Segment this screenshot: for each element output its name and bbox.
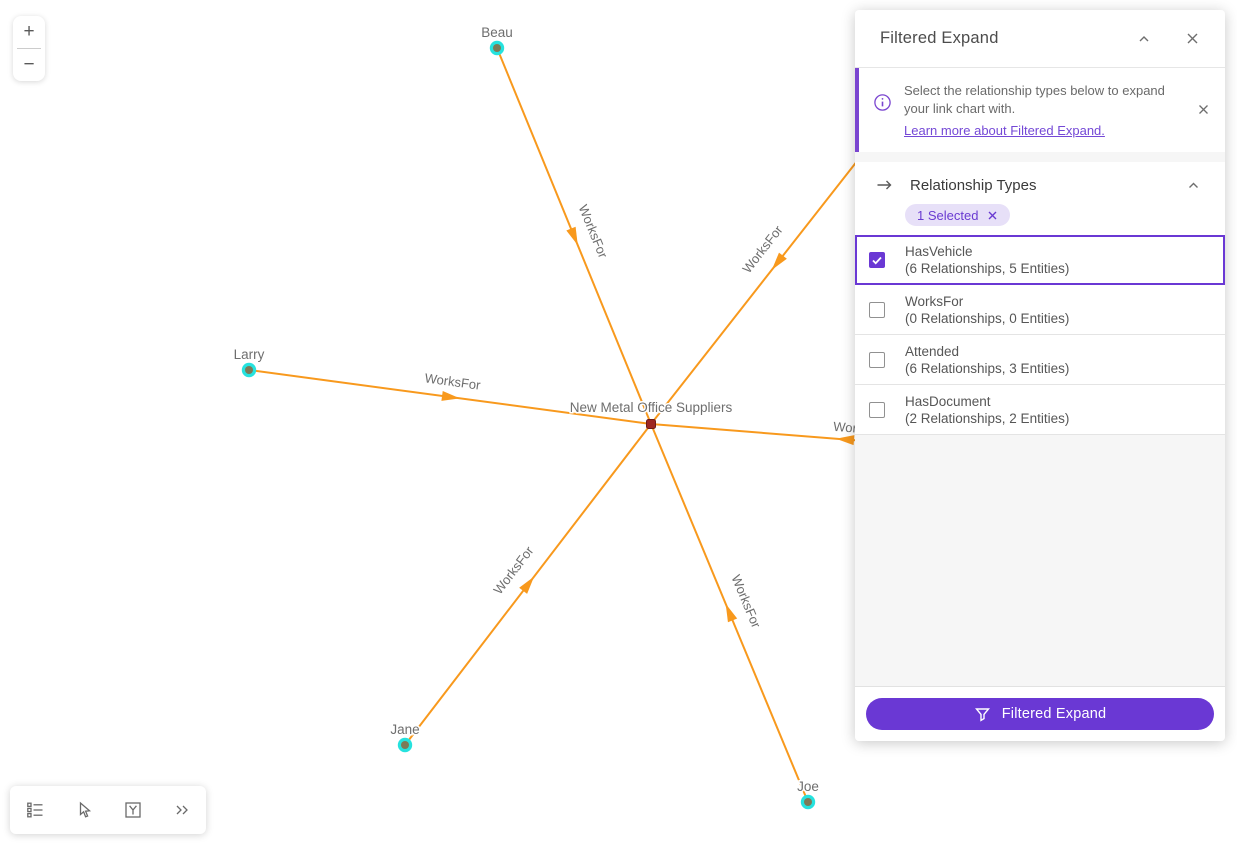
panel-scroll-area — [855, 435, 1225, 686]
relationship-type-text: HasDocument (2 Relationships, 2 Entities) — [905, 393, 1069, 427]
relationship-type-checkbox[interactable] — [869, 401, 885, 418]
edge-arrowhead-icon — [519, 576, 535, 594]
company-entity-node[interactable] — [646, 419, 656, 429]
map-toolbar — [10, 786, 206, 834]
relationship-type-text: HasVehicle (6 Relationships, 5 Entities) — [905, 243, 1069, 277]
selected-count-label: 1 Selected — [917, 207, 979, 223]
edge-label: WorksFor — [490, 543, 536, 597]
legend-icon[interactable] — [18, 793, 52, 827]
info-circle-icon — [873, 93, 892, 117]
relationship-type-name: HasDocument — [905, 393, 991, 409]
relationship-type-detail: (0 Relationships, 0 Entities) — [905, 310, 1070, 326]
info-close-icon[interactable] — [1191, 98, 1215, 122]
edge-arrowhead-icon — [725, 603, 738, 623]
person-entity-node-core — [804, 798, 812, 806]
collapse-chevron-icon[interactable] — [1131, 26, 1157, 52]
info-message: Select the relationship types below to e… — [904, 83, 1165, 116]
relationship-type-row[interactable]: WorksFor (0 Relationships, 0 Entities) — [855, 285, 1225, 335]
relationship-type-checkbox[interactable] — [869, 301, 885, 318]
relationship-types-section: Relationship Types 1 Selected — [855, 162, 1225, 235]
chevron-up-icon[interactable] — [1181, 173, 1205, 197]
relationship-type-text: WorksFor (0 Relationships, 0 Entities) — [905, 293, 1069, 327]
edge-label: WorksFor — [424, 370, 482, 392]
close-icon[interactable] — [1179, 26, 1205, 52]
panel-footer: Filtered Expand — [855, 686, 1225, 741]
right-arrow-icon — [875, 177, 894, 193]
selected-count-badge: 1 Selected — [905, 204, 1011, 226]
section-header[interactable]: Relationship Types — [855, 174, 1225, 196]
relationship-type-detail: (6 Relationships, 3 Entities) — [905, 360, 1070, 376]
entity-label: Larry — [234, 347, 265, 362]
relationship-type-name: HasVehicle — [905, 244, 973, 259]
person-entity-node-core — [245, 366, 253, 374]
relationship-type-detail: (6 Relationships, 5 Entities) — [905, 261, 1070, 276]
relationship-type-row[interactable]: Attended (6 Relationships, 3 Entities) — [855, 335, 1225, 385]
filtered-expand-button[interactable]: Filtered Expand — [866, 698, 1214, 730]
person-entity-node-core — [401, 741, 409, 749]
info-banner: Select the relationship types below to e… — [855, 68, 1225, 152]
edge-arrowhead-icon — [771, 252, 787, 270]
relationship-type-text: Attended (6 Relationships, 3 Entities) — [905, 343, 1069, 377]
clear-x-icon[interactable] — [987, 210, 998, 221]
panel-title: Filtered Expand — [880, 29, 999, 47]
double-chevron-right-icon[interactable] — [165, 793, 199, 827]
entity-label: New Metal Office Suppliers — [570, 400, 733, 415]
edge-arrowhead-icon — [566, 226, 578, 246]
learn-more-link[interactable]: Learn more about Filtered Expand. — [904, 123, 1105, 138]
relationship-type-checkbox[interactable] — [869, 351, 885, 368]
filtered-expand-panel: Filtered Expand Select the relationship … — [855, 10, 1225, 741]
edge-label: WorksFor — [739, 222, 786, 276]
edge-arrowhead-icon — [836, 435, 855, 446]
entity-label: Jane — [390, 722, 419, 737]
graph-select-icon[interactable] — [116, 793, 150, 827]
relationship-type-detail: (2 Relationships, 2 Entities) — [905, 410, 1070, 426]
relationship-type-list: HasVehicle (6 Relationships, 5 Entities) W… — [855, 235, 1225, 435]
relationship-type-row[interactable]: HasVehicle (6 Relationships, 5 Entities) — [855, 235, 1225, 285]
zoom-out-button[interactable]: − — [23, 54, 35, 75]
zoom-control: + − — [13, 16, 45, 81]
zoom-in-button[interactable]: + — [23, 21, 35, 42]
relationship-type-checkbox[interactable] — [869, 252, 885, 268]
divider — [17, 48, 41, 49]
entity-label: Joe — [797, 779, 819, 794]
filtered-expand-button-label: Filtered Expand — [1001, 706, 1107, 722]
relationship-type-name: WorksFor — [905, 293, 964, 309]
panel-header: Filtered Expand — [855, 10, 1225, 68]
filter-funnel-icon — [974, 707, 990, 722]
pointer-select-icon[interactable] — [67, 793, 101, 827]
relationship-type-name: Attended — [905, 343, 960, 359]
entity-label: Beau — [481, 25, 513, 40]
relationship-type-row[interactable]: HasDocument (2 Relationships, 2 Entities) — [855, 385, 1225, 435]
section-title: Relationship Types — [910, 176, 1037, 194]
info-body: Select the relationship types below to e… — [904, 79, 1179, 140]
edge-arrowhead-icon — [441, 390, 460, 401]
person-entity-node-core — [493, 44, 501, 52]
